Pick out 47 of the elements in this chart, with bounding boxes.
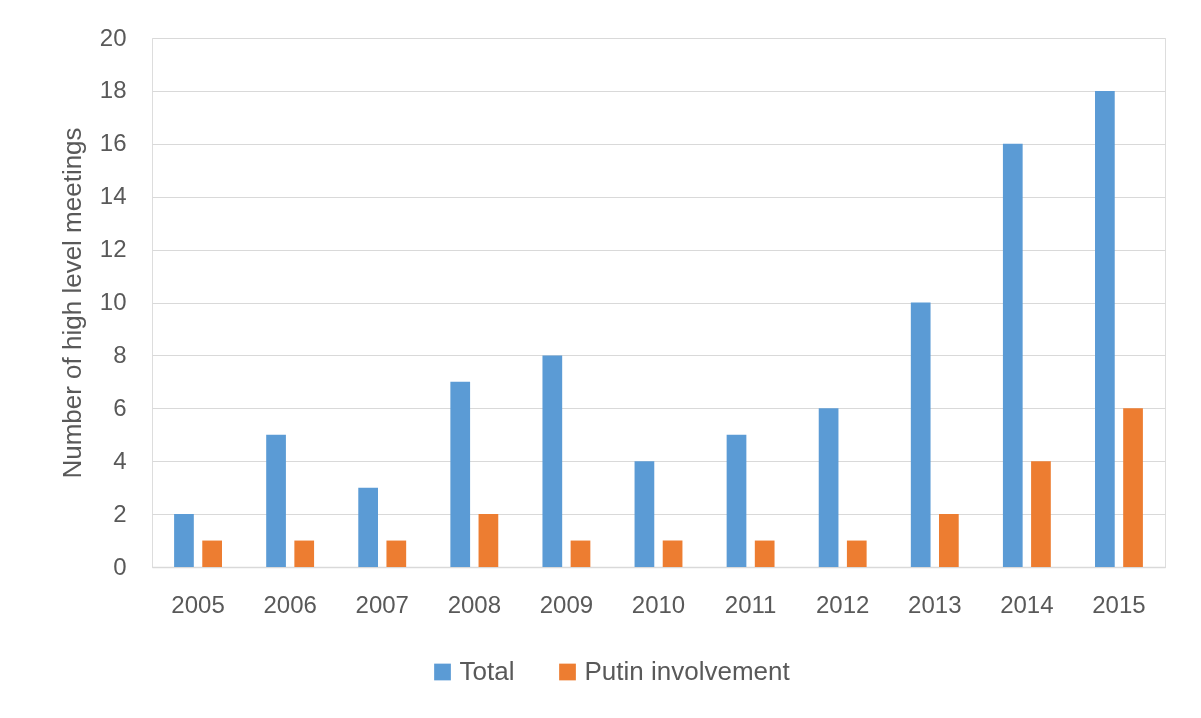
- legend-label: Putin involvement: [584, 656, 791, 686]
- bar: [634, 461, 655, 567]
- y-tick-label: 20: [99, 23, 127, 51]
- x-tick-label: 2015: [1092, 590, 1146, 618]
- bar: [386, 540, 407, 567]
- bar: [754, 540, 775, 567]
- bar: [939, 514, 959, 567]
- x-tick-label: 2014: [1000, 590, 1054, 618]
- y-tick-label: 18: [99, 76, 127, 104]
- legend-label: Total: [459, 656, 515, 686]
- bar: [910, 302, 931, 567]
- bar: [174, 514, 194, 567]
- bar: [478, 514, 499, 567]
- x-tick-label: 2006: [263, 590, 317, 618]
- bar: [542, 355, 563, 567]
- y-tick-label: 4: [113, 446, 127, 474]
- bar: [202, 540, 222, 567]
- bar: [1123, 408, 1143, 567]
- y-tick-label: 2: [113, 499, 127, 527]
- y-tick-label: 6: [113, 393, 127, 421]
- x-tick-label: 2013: [908, 590, 962, 618]
- x-tick-label: 2012: [815, 590, 870, 618]
- x-tick-label: 2005: [171, 590, 225, 618]
- y-axis-title: Number of high level meetings: [56, 127, 87, 479]
- x-tick-label: 2010: [631, 590, 686, 618]
- y-tick-label: 8: [113, 340, 127, 368]
- x-tick-label: 2007: [355, 590, 409, 618]
- y-tick-label: 10: [99, 288, 127, 315]
- bar: [450, 381, 471, 567]
- y-tick-label: 12: [99, 235, 127, 263]
- bar: [1002, 143, 1023, 567]
- bar: [266, 434, 286, 567]
- bar: [570, 540, 591, 567]
- bar: [662, 540, 683, 567]
- y-tick-label: 14: [99, 182, 127, 210]
- bar: [294, 540, 315, 567]
- x-tick-label: 2011: [724, 590, 777, 618]
- y-tick-label: 16: [99, 129, 127, 157]
- bar: [846, 540, 867, 567]
- bar: [1031, 461, 1051, 567]
- y-tick-label: 0: [113, 552, 127, 580]
- bar: [1095, 90, 1115, 567]
- bar: [726, 434, 747, 567]
- bar: [358, 487, 378, 567]
- x-tick-label: 2008: [447, 590, 502, 618]
- bar: [818, 408, 839, 567]
- x-tick-label: 2009: [539, 590, 594, 618]
